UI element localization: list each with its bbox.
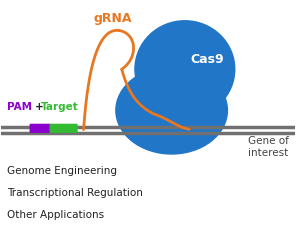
Text: PAM: PAM	[7, 102, 32, 112]
Text: Gene of
interest: Gene of interest	[248, 136, 289, 158]
Ellipse shape	[116, 67, 227, 154]
Text: gRNA: gRNA	[94, 12, 132, 25]
Text: Target: Target	[41, 102, 79, 112]
Ellipse shape	[135, 21, 235, 118]
FancyBboxPatch shape	[30, 124, 51, 133]
Text: +: +	[34, 102, 43, 112]
Text: Transcriptional Regulation: Transcriptional Regulation	[7, 188, 143, 198]
Text: Genome Engineering: Genome Engineering	[7, 166, 117, 176]
FancyBboxPatch shape	[50, 124, 78, 133]
Text: Cas9: Cas9	[190, 53, 224, 66]
Text: Other Applications: Other Applications	[7, 209, 104, 220]
